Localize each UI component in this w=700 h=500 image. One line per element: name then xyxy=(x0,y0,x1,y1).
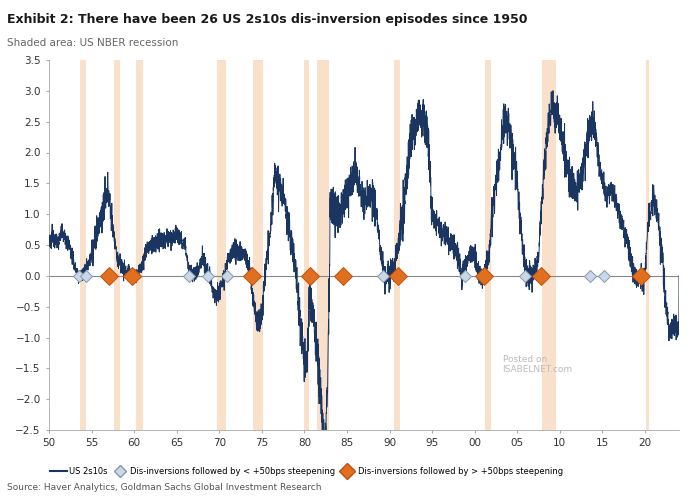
Text: Shaded area: US NBER recession: Shaded area: US NBER recession xyxy=(7,38,178,48)
Bar xyxy=(80,60,86,430)
Text: Source: Haver Analytics, Goldman Sachs Global Investment Research: Source: Haver Analytics, Goldman Sachs G… xyxy=(7,484,321,492)
Bar xyxy=(136,60,143,430)
Bar xyxy=(304,60,309,430)
Text: Exhibit 2: There have been 26 US 2s10s dis-inversion episodes since 1950: Exhibit 2: There have been 26 US 2s10s d… xyxy=(7,12,528,26)
Bar xyxy=(542,60,556,430)
Bar xyxy=(114,60,120,430)
Bar xyxy=(395,60,400,430)
Legend: US 2s10s, Dis-inversions followed by < +50bps steepening, Dis-inversions followe: US 2s10s, Dis-inversions followed by < +… xyxy=(47,464,566,479)
Text: Posted on
ISABELNET.com: Posted on ISABELNET.com xyxy=(503,355,573,374)
Bar xyxy=(253,60,263,430)
Bar xyxy=(485,60,491,430)
Bar xyxy=(317,60,329,430)
Bar xyxy=(217,60,226,430)
Bar xyxy=(646,60,649,430)
